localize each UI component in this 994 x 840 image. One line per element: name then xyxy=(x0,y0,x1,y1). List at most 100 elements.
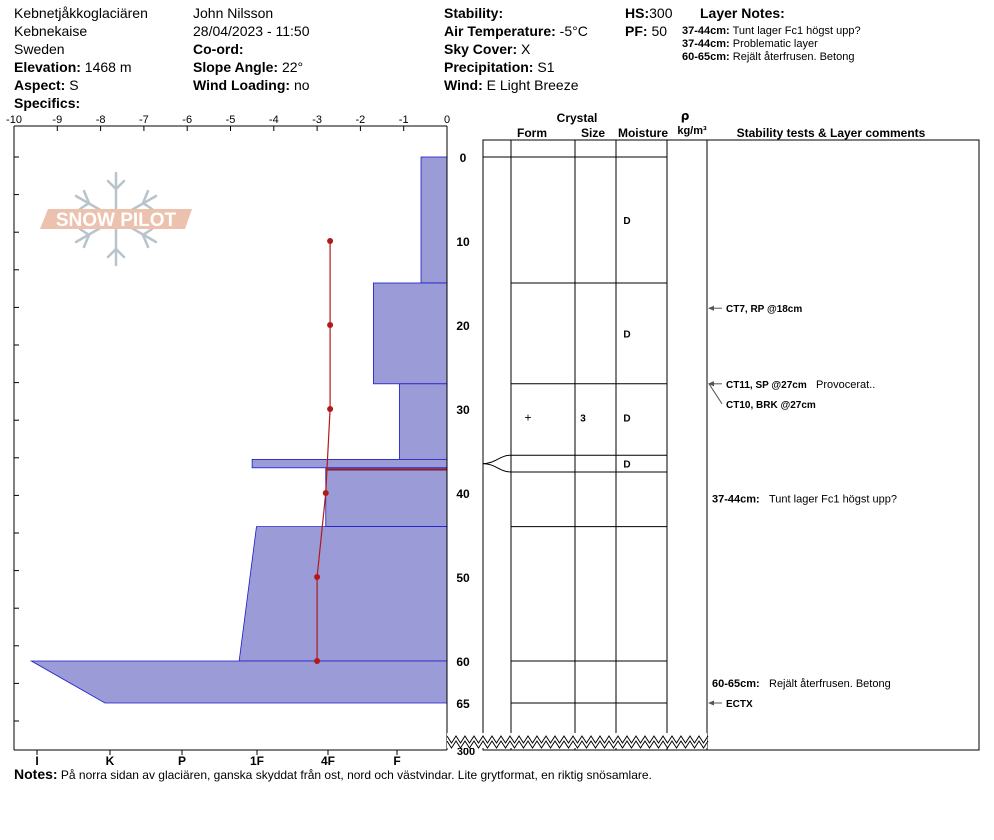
layer-note-text: Rejält återfrusen. Betong xyxy=(732,51,855,63)
notes-label: Notes: xyxy=(14,766,58,782)
elevation-value: 1468 m xyxy=(84,59,132,75)
hardness-layers xyxy=(29,156,448,704)
col-crystal: Crystal xyxy=(557,111,598,125)
temperature-profile xyxy=(314,238,334,664)
layer-comment-text: Rejält återfrusen. Betong xyxy=(769,678,891,690)
air-temp-value: -5°C xyxy=(559,23,588,39)
temperature-line xyxy=(316,241,331,661)
depth-bottom-label: 300 xyxy=(457,746,475,758)
stability-test: CT10, BRK @27cm xyxy=(726,400,816,411)
layer-connector xyxy=(482,463,512,473)
depth-tick-label: 60 xyxy=(456,655,470,669)
left-axes: -10 -9 -8 -7 -6 -5 -4 -3 -2 -1 0I K P 1F 4F F0102030405… xyxy=(6,114,475,768)
temp-tick-label: -9 xyxy=(52,114,62,126)
observer-name: John Nilsson xyxy=(193,5,274,21)
precip-label: Precipitation: xyxy=(444,59,534,75)
sky-row: Sky Cover: X xyxy=(444,41,530,57)
layer-moisture: D xyxy=(623,460,630,471)
sky-value: X xyxy=(521,41,531,57)
temp-tick-label: -4 xyxy=(269,114,279,126)
depth-tick-label: 30 xyxy=(456,403,470,417)
hardness-layer xyxy=(372,282,448,385)
wind-label: Wind: xyxy=(444,77,483,93)
watermark-banner xyxy=(40,209,192,229)
layer-comment-range: 37-44cm: xyxy=(712,493,760,505)
hs-value: 300 xyxy=(649,5,673,21)
temp-tick-label: -2 xyxy=(356,114,366,126)
layer-note-text: Tunt lager Fc1 högst upp? xyxy=(732,25,861,37)
aspect-value: S xyxy=(69,77,79,93)
col-stability-comments: Stability tests & Layer comments xyxy=(737,126,926,140)
hardness-layer xyxy=(398,383,448,460)
stability-test: CT11, SP @27cm xyxy=(726,380,807,391)
precip-row: Precipitation: S1 xyxy=(444,59,554,75)
hardness-tick-label: P xyxy=(178,754,186,768)
observation-datetime: 28/04/2023 - 11:50 xyxy=(193,23,310,39)
temp-tick-label: -7 xyxy=(139,114,149,126)
air-temp-label: Air Temperature: xyxy=(444,23,556,39)
sky-label: Sky Cover: xyxy=(444,41,518,57)
hardness-tick-label: K xyxy=(106,754,115,768)
temp-tick-label: -6 xyxy=(182,114,192,126)
hardness-tick-label: 4F xyxy=(321,754,335,768)
col-size: Size xyxy=(581,126,605,140)
depth-tick-label: 40 xyxy=(456,487,470,501)
layer-table: D D + 3 D D CT7, RP @18cm CT11, SP @27cm Provoce… xyxy=(446,139,980,751)
layer-moisture: D xyxy=(623,216,630,227)
elevation-row: Elevation: 1468 m xyxy=(14,59,132,75)
depth-tick-label: 50 xyxy=(456,571,470,585)
temp-tick-label: -10 xyxy=(6,114,22,126)
temp-tick-label: -5 xyxy=(226,114,236,126)
hardness-layer xyxy=(29,660,448,704)
wind-value: E Light Breeze xyxy=(486,77,579,93)
col-rho: ρ xyxy=(681,109,690,123)
hardness-layer xyxy=(251,458,448,469)
test-arrow-head xyxy=(708,700,714,706)
temperature-point xyxy=(327,238,334,244)
layer-note-text: Problematic layer xyxy=(732,38,818,50)
stability-test: CT7, RP @18cm xyxy=(726,304,802,315)
wind-loading-value: no xyxy=(293,77,310,93)
pf-value: 50 xyxy=(651,23,668,39)
temp-tick-label: -1 xyxy=(399,114,409,126)
layer-table-frame xyxy=(482,139,980,751)
country-name: Sweden xyxy=(14,41,65,57)
layer-size: 3 xyxy=(580,413,586,424)
layer-note-range: 37-44cm: xyxy=(682,38,730,50)
slope-row: Slope Angle: 22° xyxy=(193,59,303,75)
notes-row: Notes: På norra sidan av glaciären, gans… xyxy=(14,766,652,782)
elevation-label: Elevation: xyxy=(14,59,81,75)
stability-label: Stability: xyxy=(444,5,504,21)
temp-tick-label: -8 xyxy=(96,114,106,126)
axis-break-zigzag xyxy=(446,740,709,749)
wind-loading-row: Wind Loading: no xyxy=(193,77,310,93)
layer-connector xyxy=(482,454,512,465)
layer-note: 37-44cm: Problematic layer xyxy=(682,38,818,50)
temperature-point xyxy=(314,574,321,580)
hs-row: HS:300 xyxy=(625,5,672,21)
hardness-layer xyxy=(420,156,448,284)
specifics-label: Specifics: xyxy=(14,95,81,111)
layer-comment-text: Tunt lager Fc1 högst upp? xyxy=(769,493,897,505)
wind-row: Wind: E Light Breeze xyxy=(444,77,578,93)
layer-note-range: 60-65cm: xyxy=(682,51,730,63)
layer-note: 60-65cm: Rejält återfrusen. Betong xyxy=(682,51,854,63)
temp-tick-label: -3 xyxy=(312,114,322,126)
hs-label: HS: xyxy=(625,5,650,21)
wind-loading-label: Wind Loading: xyxy=(193,77,291,93)
layer-note-range: 37-44cm: xyxy=(682,25,730,37)
pf-row: PF: 50 xyxy=(625,23,667,39)
stability-test-comment: Provocerat.. xyxy=(816,379,875,391)
slope-label: Slope Angle: xyxy=(193,59,279,75)
watermark-text: SNOW PILOT xyxy=(56,210,177,231)
slope-value: 22° xyxy=(281,59,304,75)
hardness-tick-label: 1F xyxy=(250,754,264,768)
temperature-point xyxy=(314,658,321,664)
layer-notes-label: Layer Notes: xyxy=(700,5,785,21)
coord-label: Co-ord: xyxy=(193,41,244,57)
depth-tick-label: 65 xyxy=(456,697,470,711)
test-arrow-head xyxy=(708,305,714,311)
axis-break-zigzag xyxy=(446,735,709,744)
temp-tick-label: 0 xyxy=(444,114,450,126)
